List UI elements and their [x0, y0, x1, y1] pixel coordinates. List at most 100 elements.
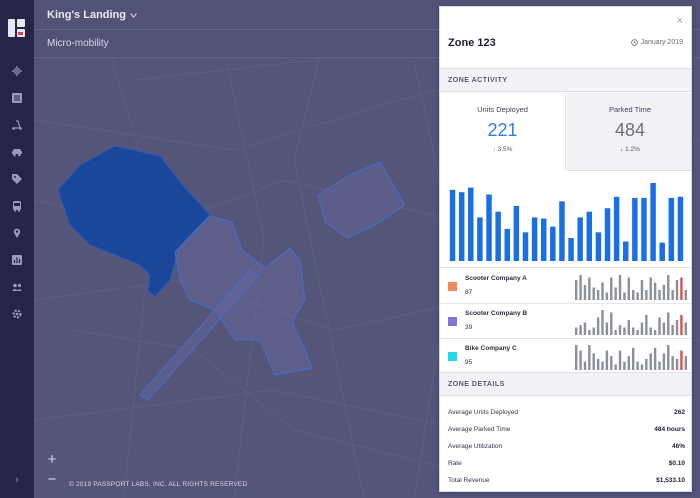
chart-bar[interactable]: [559, 201, 565, 261]
chart-bar[interactable]: [586, 211, 593, 261]
sparkline-bar: [636, 330, 639, 335]
chart-bar[interactable]: [540, 218, 547, 261]
chart-bar[interactable]: [522, 232, 529, 261]
period-selector[interactable]: January 2019: [630, 39, 683, 46]
zone-east-polygon[interactable]: [317, 161, 406, 239]
detail-value: $1,533.10: [656, 477, 685, 484]
zone-central-polygon[interactable]: [174, 215, 313, 376]
metric-parked-time[interactable]: Parked Time 484 ↓ 1.2%: [567, 93, 691, 171]
sparkline-bar: [592, 327, 595, 335]
sparkline-bar: [662, 353, 666, 370]
sparkline-bar: [636, 361, 639, 370]
company-row[interactable]: Scooter Company A 87: [440, 269, 691, 304]
chart-bar[interactable]: [650, 183, 656, 261]
detail-row: Average Parked Time 484 hours: [448, 426, 685, 443]
sparkline-bar: [583, 361, 587, 370]
chart-bar[interactable]: [668, 197, 675, 261]
chart-bar[interactable]: [513, 205, 520, 261]
chart-bar[interactable]: [659, 242, 665, 261]
zoom-controls: + −: [42, 450, 62, 490]
company-row[interactable]: Scooter Company B 39: [440, 304, 691, 339]
chart-bar[interactable]: [449, 189, 456, 261]
zone-title: Zone 123: [448, 37, 496, 49]
sidebar-item-settings[interactable]: [0, 302, 34, 326]
company-color-swatch: [448, 282, 457, 291]
sparkline-bar: [618, 350, 622, 370]
sidebar-item-users[interactable]: [0, 275, 34, 299]
company-value: 39: [465, 324, 473, 331]
sparkline-bar: [605, 292, 609, 300]
chart-bar[interactable]: [458, 192, 465, 261]
chart-bar[interactable]: [531, 217, 538, 261]
sparkline-bar: [649, 327, 652, 335]
car-icon: [12, 149, 22, 157]
sidebar-item-location[interactable]: [0, 221, 34, 245]
zone-123-polygon[interactable]: [57, 145, 211, 298]
chart-bar[interactable]: [623, 241, 629, 262]
metric-label: Units Deployed: [477, 105, 528, 114]
zoom-out-button[interactable]: −: [47, 471, 57, 488]
sparkline-bar: [645, 290, 648, 300]
gear-icon: [12, 309, 22, 319]
sidebar-item-tag[interactable]: [0, 167, 34, 191]
sparkline-bar: [658, 361, 661, 370]
sparkline-bar: [623, 327, 626, 335]
company-color-swatch: [448, 352, 457, 361]
chart-bar[interactable]: [604, 208, 611, 261]
sidebar-item-live[interactable]: [0, 59, 34, 83]
metric-label: Parked Time: [608, 105, 652, 114]
metric-units-deployed[interactable]: Units Deployed 221 ↑ 3.5%: [440, 93, 566, 171]
chart-bar[interactable]: [486, 194, 492, 261]
zoom-in-button[interactable]: +: [47, 451, 57, 468]
company-sparkline: [574, 310, 688, 335]
chart-bar[interactable]: [504, 228, 510, 261]
sparkline-bar: [680, 315, 683, 335]
detail-value: 262: [674, 409, 685, 416]
chart-bar[interactable]: [468, 187, 474, 261]
sparkline-bar: [583, 285, 587, 300]
scooter-icon: [12, 120, 22, 130]
sidebar-item-bus[interactable]: [0, 194, 34, 218]
sparkline-bar: [662, 322, 666, 335]
sparkline-bar: [614, 287, 617, 300]
sidebar-item-analytics[interactable]: [0, 248, 34, 272]
close-button[interactable]: ×: [676, 15, 683, 27]
company-row[interactable]: Bike Company C 95: [440, 339, 691, 374]
chart-bar[interactable]: [595, 232, 602, 261]
live-icon: [12, 66, 22, 76]
sparkline-bar: [662, 285, 666, 300]
sidebar-collapse-button[interactable]: ›: [15, 474, 19, 486]
chart-bar[interactable]: [613, 196, 620, 261]
city-selector[interactable]: King's Landing: [47, 9, 137, 21]
city-name: King's Landing: [47, 9, 126, 21]
chart-bar[interactable]: [677, 196, 684, 261]
sparkline-bar: [579, 275, 582, 300]
detail-row: Average Utilization 46%: [448, 443, 685, 460]
sparkline-bar: [645, 358, 648, 370]
zone-panel: × Zone 123 January 2019 ZONE ACTIVITY Un…: [439, 6, 692, 492]
chart-bar[interactable]: [577, 217, 583, 261]
list-icon: [12, 93, 22, 103]
sparkline-bar: [623, 292, 626, 300]
sparkline-bar: [574, 280, 578, 300]
zone-activity-header: ZONE ACTIVITY: [440, 68, 691, 92]
metric-change-value: 1.2%: [625, 146, 640, 153]
chart-bar[interactable]: [550, 226, 556, 261]
detail-label: Total Revenue: [448, 477, 490, 484]
sparkline-bar: [592, 287, 595, 300]
chart-bar[interactable]: [632, 197, 638, 261]
zone-corridor-polygon[interactable]: [139, 269, 259, 401]
chart-bar[interactable]: [641, 197, 647, 261]
zone-details-header: ZONE DETAILS: [440, 372, 691, 396]
detail-label: Average Parked Time: [448, 426, 511, 433]
chevron-down-icon: [130, 12, 137, 18]
chart-bar[interactable]: [495, 211, 501, 261]
sidebar-item-scooter[interactable]: [0, 113, 34, 137]
chart-bar[interactable]: [477, 217, 483, 261]
sparkline-bar: [640, 280, 644, 300]
sidebar-item-car[interactable]: [0, 140, 34, 164]
sparkline-bar: [596, 317, 600, 335]
company-value: 95: [465, 359, 473, 366]
sidebar-item-list[interactable]: [0, 86, 34, 110]
chart-bar[interactable]: [568, 238, 574, 261]
